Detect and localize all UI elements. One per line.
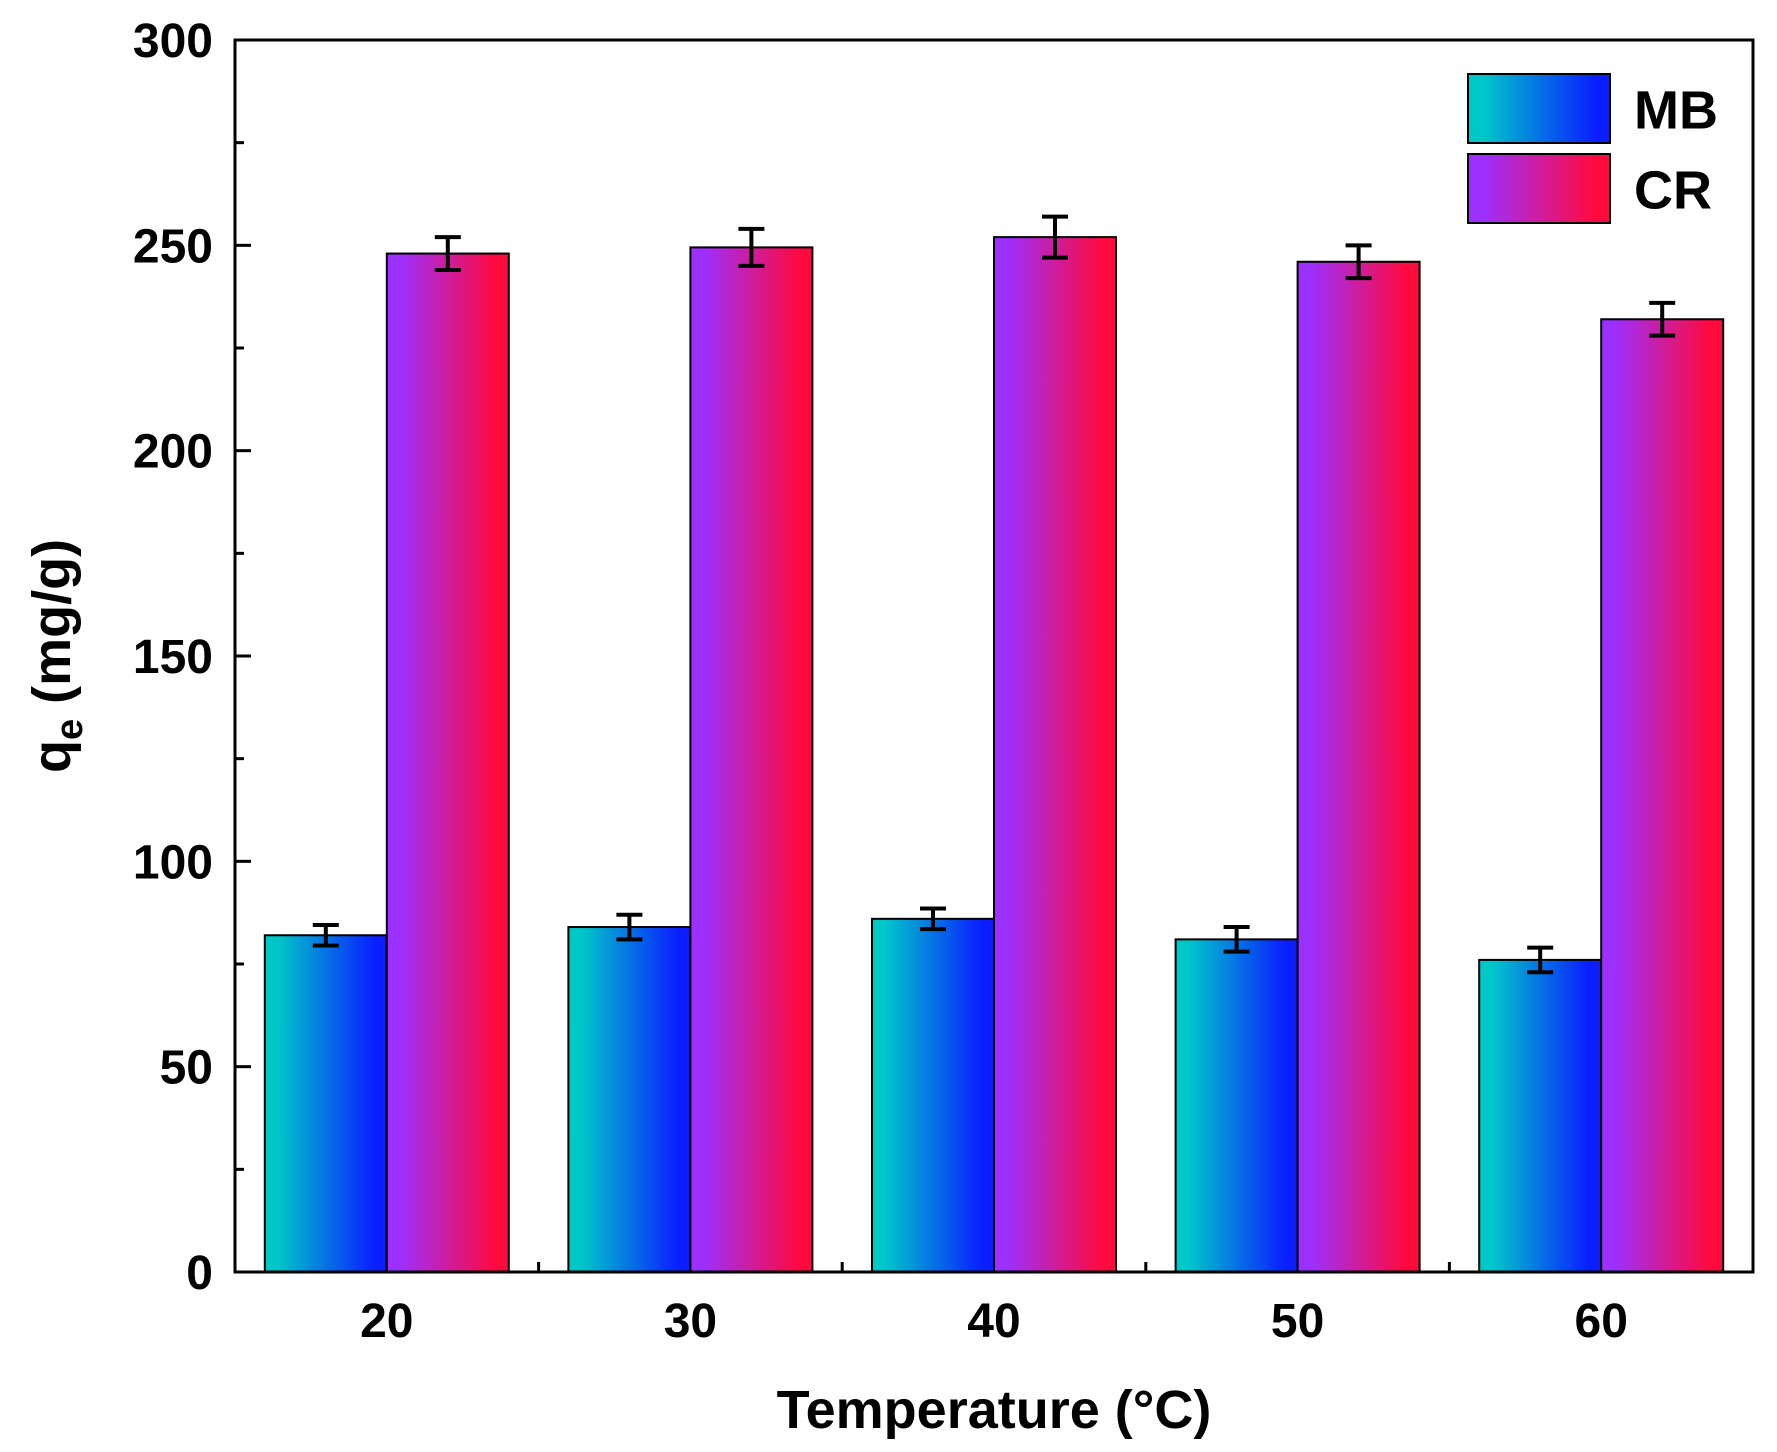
legend-swatch-mb bbox=[1467, 73, 1611, 144]
bar-mb-50 bbox=[1174, 938, 1299, 1273]
y-tick-label: 150 bbox=[133, 631, 213, 684]
legend-label-cr: CR bbox=[1634, 161, 1712, 221]
error-bar-mb-40 bbox=[920, 906, 946, 932]
bar-cr-30 bbox=[689, 246, 814, 1273]
error-bar-cr-30 bbox=[738, 226, 765, 268]
x-axis: 20 30 40 50 60 bbox=[233, 1262, 1755, 1348]
error-bar-mb-50 bbox=[1223, 925, 1250, 954]
y-tick-label: 250 bbox=[133, 220, 213, 273]
legend-swatch-cr bbox=[1467, 153, 1611, 224]
legend-label-mb: MB bbox=[1634, 81, 1718, 141]
y-tick-label: 100 bbox=[133, 836, 213, 889]
error-bars-layer bbox=[312, 214, 1676, 975]
bar-mb-20 bbox=[263, 934, 388, 1274]
bar-mb-40 bbox=[871, 917, 995, 1273]
bar-mb-30 bbox=[567, 926, 692, 1273]
y-tick-label: 300 bbox=[133, 15, 213, 68]
y-tick-label: 50 bbox=[160, 1042, 213, 1095]
x-tick-label: 60 bbox=[1575, 1295, 1628, 1348]
x-axis-title: Temperature (°C) bbox=[777, 1380, 1212, 1440]
legend: MB CR bbox=[1467, 73, 1718, 224]
x-tick-label: 20 bbox=[360, 1295, 413, 1348]
error-bar-cr-60 bbox=[1649, 300, 1676, 338]
x-tick-label: 30 bbox=[664, 1295, 717, 1348]
error-bar-cr-50 bbox=[1345, 243, 1372, 281]
x-tick-label: 50 bbox=[1271, 1295, 1324, 1348]
bar-mb-60 bbox=[1478, 958, 1603, 1273]
error-bar-cr-40 bbox=[1042, 214, 1068, 260]
bar-cr-50 bbox=[1296, 260, 1421, 1273]
bar-cr-60 bbox=[1600, 318, 1725, 1273]
error-bar-mb-20 bbox=[312, 922, 339, 948]
bar-cr-20 bbox=[385, 252, 510, 1273]
y-axis-title: qe (mg/g) bbox=[22, 539, 91, 773]
error-bar-mb-60 bbox=[1527, 945, 1554, 975]
bar-cr-40 bbox=[993, 236, 1117, 1273]
bars-layer bbox=[263, 236, 1725, 1274]
error-bar-mb-30 bbox=[616, 912, 643, 942]
x-tick-label: 40 bbox=[967, 1295, 1020, 1348]
y-tick-label: 0 bbox=[186, 1247, 213, 1300]
y-tick-label: 200 bbox=[133, 426, 213, 479]
y-axis: 0 50 100 150 200 250 300 bbox=[133, 15, 251, 1300]
error-bar-cr-20 bbox=[434, 235, 461, 272]
